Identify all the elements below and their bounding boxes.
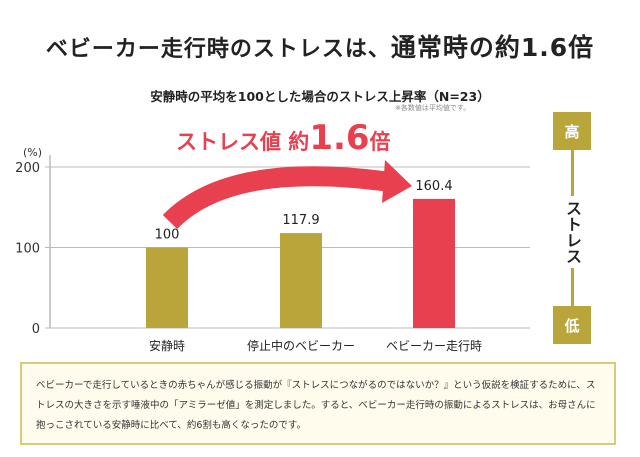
x-tick-label: 安静時 bbox=[149, 338, 185, 353]
y-tick-label: 200 bbox=[15, 161, 40, 176]
data-label: 160.4 bbox=[415, 179, 452, 194]
arrow-icon bbox=[162, 166, 392, 230]
page-title: ベビーカー走行時のストレスは、通常時の約1.6倍 bbox=[45, 33, 595, 62]
y-axis-label: (%) bbox=[23, 146, 42, 159]
stress-high-label: 高 bbox=[553, 112, 591, 150]
bar bbox=[413, 198, 455, 328]
arrow-head-icon bbox=[382, 160, 412, 203]
description-box: ベビーカーで走行しているときの赤ちゃんが感じる振動が『ストレスにつながるのではな… bbox=[20, 362, 616, 445]
bar-chart: (%) 0 100 200 100 安静時 117.9 停止中のベビーカー 160.4 ベビーカー… bbox=[15, 146, 530, 353]
stress-scale-label: ストレス bbox=[558, 196, 586, 268]
chart-title: 安静時の平均を100とした場合のストレス上昇率（N=23） bbox=[150, 89, 490, 104]
data-label: 117.9 bbox=[282, 213, 319, 228]
callout-text: ストレス値 約1.6倍 bbox=[176, 118, 391, 158]
y-tick-label: 0 bbox=[32, 322, 40, 337]
note: ※各数値は平均値です。 bbox=[395, 104, 471, 112]
x-tick-label: 停止中のベビーカー bbox=[247, 338, 355, 353]
bar bbox=[146, 247, 188, 328]
bar bbox=[280, 233, 322, 328]
y-tick-label: 100 bbox=[15, 242, 40, 257]
stress-low-label: 低 bbox=[553, 306, 591, 344]
data-label: 100 bbox=[155, 228, 180, 243]
x-tick-label: ベビーカー走行時 bbox=[386, 339, 482, 353]
